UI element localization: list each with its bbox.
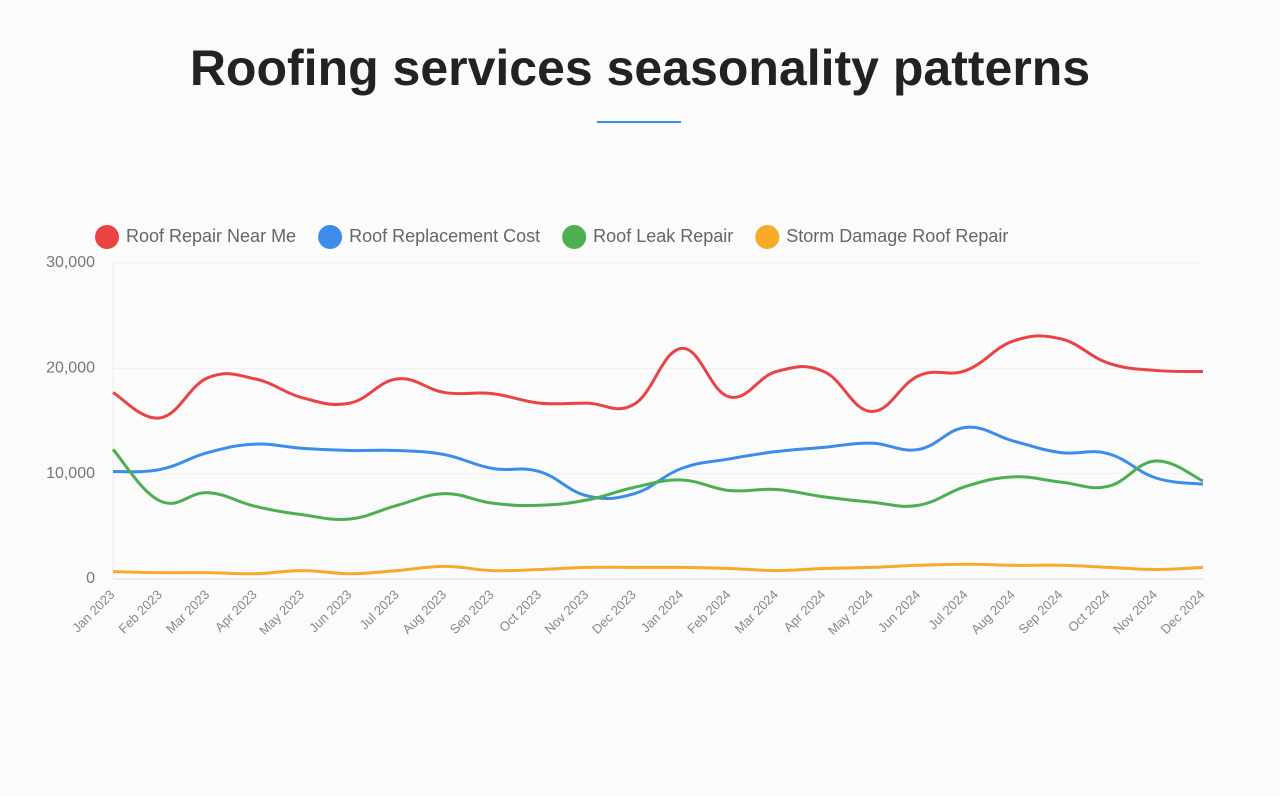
- x-tick-label: Sep 2023: [447, 587, 497, 637]
- x-tick-label: Aug 2023: [399, 587, 449, 637]
- x-tick-label: Dec 2023: [589, 587, 639, 637]
- x-tick-label: Apr 2024: [781, 587, 829, 635]
- legend-marker: [562, 225, 587, 249]
- x-tick-label: Jun 2023: [306, 587, 354, 635]
- x-tick-label: Dec 2024: [1158, 587, 1208, 637]
- x-tick-label: Feb 2023: [115, 587, 164, 636]
- legend-label: Roof Repair Near Me: [126, 226, 296, 246]
- x-tick-label: Jan 2024: [638, 587, 686, 635]
- x-tick-label: Apr 2023: [212, 587, 260, 635]
- x-tick-label: Nov 2023: [542, 587, 592, 637]
- x-tick-label: May 2024: [825, 587, 876, 638]
- legend-marker: [95, 225, 119, 249]
- y-tick-label: 10,000: [46, 465, 95, 482]
- x-tick-label: Jul 2024: [925, 587, 970, 632]
- y-tick-label: 20,000: [46, 360, 95, 377]
- legend-label: Roof Leak Repair: [593, 226, 733, 246]
- legend-label: Storm Damage Roof Repair: [786, 226, 1008, 246]
- x-tick-label: Jan 2023: [69, 587, 117, 635]
- x-tick-label: Oct 2023: [496, 587, 544, 635]
- legend-marker: [318, 225, 343, 249]
- x-tick-label: Mar 2024: [732, 587, 781, 636]
- x-tick-label: Feb 2024: [684, 587, 733, 636]
- x-tick-label: Jul 2023: [357, 587, 402, 632]
- y-tick-label: 30,000: [46, 254, 95, 271]
- x-tick-label: Oct 2024: [1065, 587, 1113, 635]
- series-line: [112, 562, 1204, 576]
- series-line: [112, 425, 1204, 501]
- x-tick-label: Jun 2024: [875, 587, 923, 635]
- legend-marker: [755, 225, 780, 249]
- y-tick-label: 0: [86, 570, 95, 587]
- x-tick-label: Nov 2024: [1110, 587, 1160, 637]
- x-tick-label: Aug 2024: [968, 587, 1018, 637]
- x-tick-label: May 2023: [256, 587, 307, 638]
- chart-title: Roofing services seasonality patterns: [190, 40, 1090, 96]
- series-line: [111, 448, 1204, 521]
- x-tick-label: Sep 2024: [1015, 587, 1065, 637]
- series-line: [112, 334, 1204, 420]
- legend-label: Roof Replacement Cost: [349, 226, 540, 246]
- x-tick-label: Mar 2023: [163, 587, 212, 636]
